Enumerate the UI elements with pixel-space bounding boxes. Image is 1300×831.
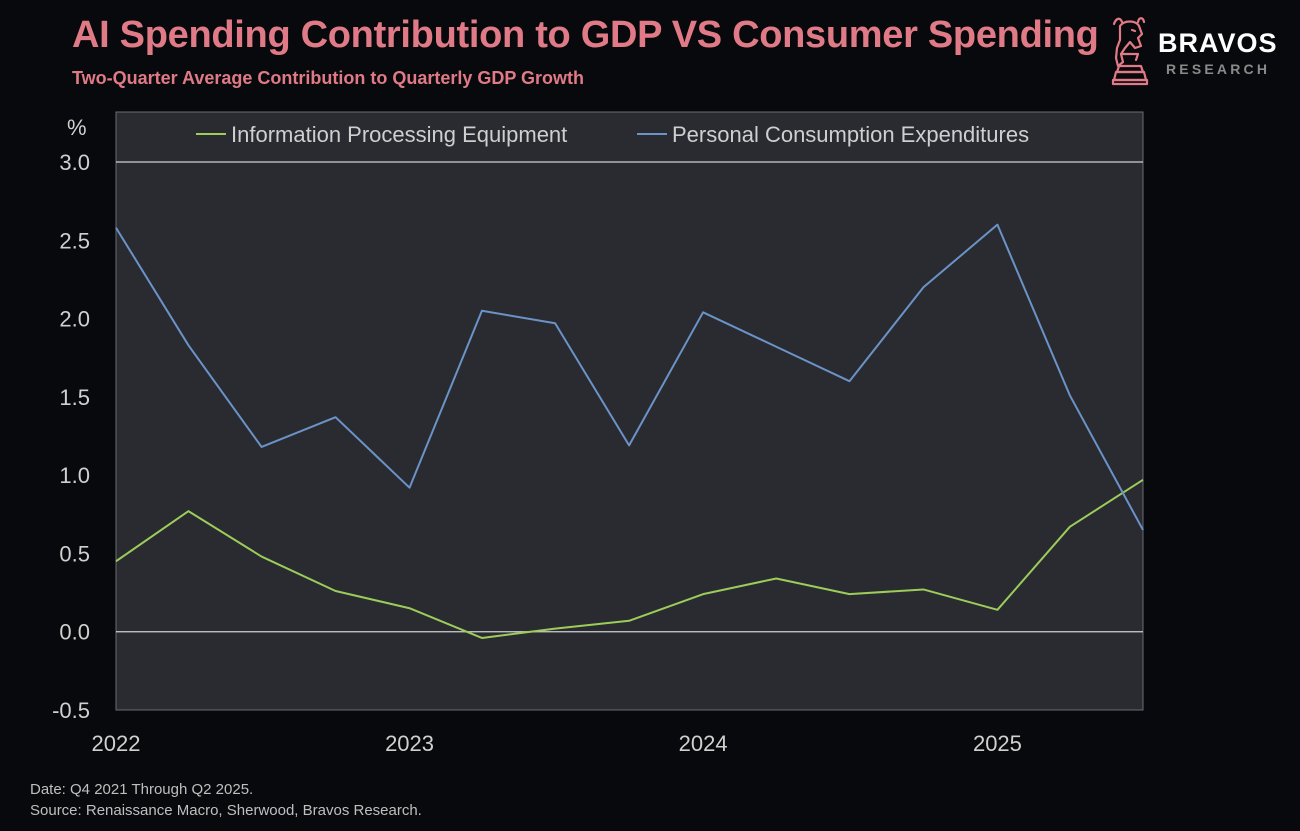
footer-source: Source: Renaissance Macro, Sherwood, Bra… <box>30 802 422 819</box>
chart-title: AI Spending Contribution to GDP VS Consu… <box>72 14 1099 56</box>
brand-logo: BRAVOS RESEARCH <box>1108 14 1293 94</box>
legend-label: Information Processing Equipment <box>231 122 567 147</box>
gridlines <box>116 161 1143 633</box>
footer: Date: Q4 2021 Through Q2 2025. Source: R… <box>30 779 422 821</box>
y-tick-label: 2.5 <box>59 228 90 253</box>
legend: Information Processing Equipment Personal… <box>196 122 1029 147</box>
bull-chess-knight-icon <box>1111 17 1149 86</box>
series-line-0 <box>115 478 1144 639</box>
footer-date-range: Date: Q4 2021 Through Q2 2025. <box>30 781 254 798</box>
x-tick-label: 2024 <box>679 731 728 756</box>
plot-area <box>115 111 1144 711</box>
chart-subtitle: Two-Quarter Average Contribution to Quar… <box>72 68 585 88</box>
legend-label: Personal Consumption Expenditures <box>672 122 1029 147</box>
y-tick-label: 2.0 <box>59 307 90 332</box>
x-tick-label: 2023 <box>385 731 434 756</box>
series-lines <box>115 223 1144 639</box>
y-tick-label: -0.5 <box>52 698 90 723</box>
y-axis-label: % <box>67 115 87 140</box>
brand-subname: RESEARCH <box>1166 61 1271 77</box>
y-tick-label: 0.0 <box>59 620 90 645</box>
x-tick-label: 2025 <box>973 731 1022 756</box>
y-tick-label: 1.5 <box>59 385 90 410</box>
y-tick-label: 3.0 <box>59 150 90 175</box>
x-tick-label: 2022 <box>92 731 141 756</box>
y-tick-label: 0.5 <box>59 541 90 566</box>
series-line-1 <box>115 223 1144 531</box>
y-axis-ticks: 3.0 2.5 2.0 1.5 1.0 0.5 0.0 -0.5 <box>52 150 90 723</box>
x-axis-ticks: 2022 2023 2024 2025 <box>92 731 1022 756</box>
brand-name: BRAVOS <box>1158 28 1278 58</box>
y-tick-label: 1.0 <box>59 463 90 488</box>
